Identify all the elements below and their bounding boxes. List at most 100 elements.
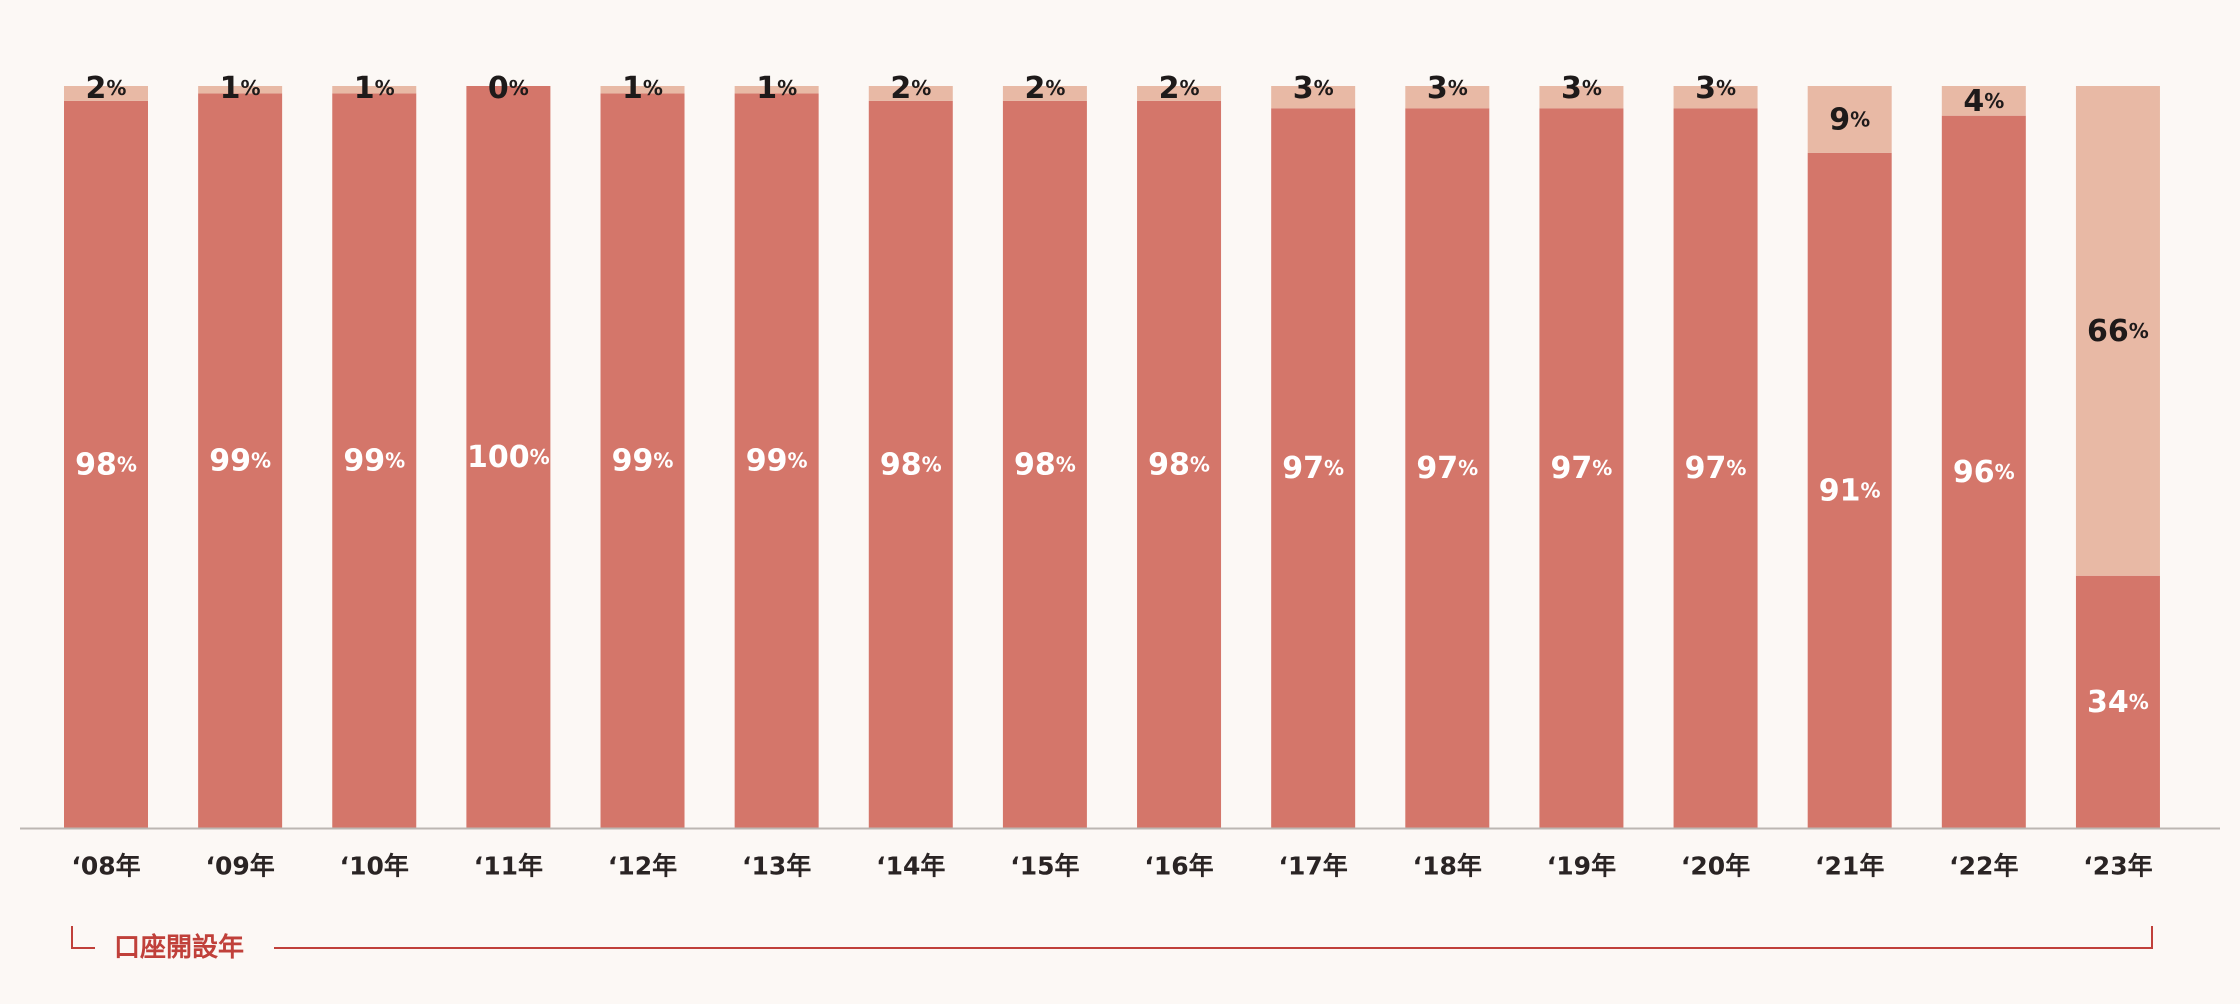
label-secondary-11-unit: %: [1582, 76, 1602, 100]
label-primary-11-unit: %: [1592, 456, 1612, 480]
bar-secondary-1: [198, 86, 283, 94]
label-primary-6-unit: %: [922, 452, 942, 476]
label-primary-15-number: 34: [2087, 684, 2129, 719]
label-primary-1-unit: %: [251, 449, 271, 473]
label-primary-8: 98%: [1148, 447, 1210, 482]
label-primary-9-number: 97: [1282, 451, 1324, 486]
x-tick-label-5: ‘13年: [742, 852, 811, 881]
label-secondary-5: 1%: [756, 71, 797, 106]
bar-secondary-5: [734, 86, 819, 94]
bar-secondary-11: [1539, 86, 1624, 109]
label-primary-9-unit: %: [1324, 456, 1344, 480]
label-secondary-10-unit: %: [1448, 76, 1468, 100]
label-primary-14-number: 96: [1953, 454, 1995, 489]
label-secondary-8-number: 2: [1159, 71, 1180, 106]
label-primary-10: 97%: [1416, 451, 1478, 486]
label-primary-6: 98%: [880, 447, 942, 482]
label-primary-5: 99%: [746, 443, 808, 478]
label-primary-8-number: 98: [1148, 447, 1190, 482]
label-primary-2-unit: %: [385, 449, 405, 473]
x-tick-label-10: ‘18年: [1413, 852, 1482, 881]
label-primary-6-number: 98: [880, 447, 922, 482]
bar-secondary-4: [600, 86, 685, 94]
label-secondary-15: 66%: [2087, 313, 2149, 348]
label-secondary-7-unit: %: [1045, 76, 1065, 100]
label-secondary-8-unit: %: [1179, 76, 1199, 100]
label-secondary-6-unit: %: [911, 76, 931, 100]
label-secondary-14-number: 4: [1963, 83, 1984, 118]
label-primary-12: 97%: [1685, 451, 1747, 486]
x-tick-label-7: ‘15年: [1010, 852, 1079, 881]
label-secondary-6-number: 2: [890, 71, 911, 106]
label-primary-10-number: 97: [1416, 451, 1458, 486]
bar-primary-1: [198, 93, 283, 829]
bar-primary-3: [466, 86, 551, 828]
label-primary-15: 34%: [2087, 684, 2149, 719]
label-secondary-13-unit: %: [1850, 107, 1870, 131]
bar-primary-5: [734, 93, 819, 829]
x-tick-label-15: ‘23年: [2083, 852, 2152, 881]
label-primary-14: 96%: [1953, 454, 2015, 489]
label-secondary-5-number: 1: [756, 71, 777, 106]
label-secondary-13: 9%: [1829, 102, 1870, 137]
label-primary-8-unit: %: [1190, 452, 1210, 476]
label-primary-13-number: 91: [1819, 473, 1861, 508]
label-primary-2-number: 99: [343, 443, 385, 478]
label-secondary-4-unit: %: [643, 76, 663, 100]
label-secondary-3-unit: %: [509, 76, 529, 100]
label-primary-0-unit: %: [117, 452, 137, 476]
bar-secondary-6: [868, 86, 953, 101]
label-secondary-7-number: 2: [1024, 71, 1045, 106]
bar-secondary-14: [1941, 86, 2026, 116]
bar-secondary-13: [1807, 86, 1892, 153]
x-tick-labels-layer: ‘08年 ‘09年 ‘10年 ‘11年 ‘12年 ‘13年 ‘14年 ‘15年 ‘16年 ‘17年…: [71, 852, 2152, 881]
label-secondary-0: 2%: [86, 71, 127, 106]
bar-secondary-0: [64, 86, 148, 101]
x-tick-label-8: ‘16年: [1144, 852, 1213, 881]
label-secondary-1-unit: %: [241, 76, 261, 100]
x-tick-label-2: ‘10年: [340, 852, 409, 881]
bar-secondary-15: [2075, 86, 2160, 576]
bar-primary-4: [600, 93, 685, 829]
label-primary-4: 99%: [612, 443, 674, 478]
label-primary-7-unit: %: [1056, 452, 1076, 476]
label-primary-0-number: 98: [75, 447, 117, 482]
label-primary-4-number: 99: [612, 443, 654, 478]
label-primary-12-number: 97: [1685, 451, 1727, 486]
label-secondary-9-unit: %: [1314, 76, 1334, 100]
bar-secondary-7: [1002, 86, 1087, 101]
x-tick-label-1: ‘09年: [205, 852, 274, 881]
x-axis-title-group: 口座開設年: [71, 926, 2153, 963]
label-primary-7: 98%: [1014, 447, 1076, 482]
bar-primary-8: [1137, 100, 1222, 829]
label-primary-3-unit: %: [530, 445, 550, 469]
bar-primary-11: [1539, 108, 1624, 828]
label-secondary-15-number: 66: [2087, 313, 2129, 348]
label-secondary-8: 2%: [1159, 71, 1200, 106]
axis-bracket-line: [71, 926, 2153, 949]
label-secondary-12-number: 3: [1695, 71, 1716, 106]
x-tick-label-14: ‘22年: [1949, 852, 2018, 881]
label-secondary-4-number: 1: [622, 71, 643, 106]
bar-primary-12: [1673, 108, 1758, 828]
x-tick-label-4: ‘12年: [608, 852, 677, 881]
value-labels-layer: 98%2%99%1%99%1%100%0%99%1%99%1%98%2%98%2…: [75, 71, 2149, 720]
bar-primary-0: [64, 100, 148, 829]
label-secondary-4: 1%: [622, 71, 663, 106]
bar-secondary-12: [1673, 86, 1758, 109]
bar-secondary-9: [1271, 86, 1356, 109]
label-secondary-2-unit: %: [375, 76, 395, 100]
label-primary-11-number: 97: [1551, 451, 1593, 486]
label-secondary-11: 3%: [1561, 71, 1602, 106]
label-primary-12-unit: %: [1726, 456, 1746, 480]
bar-primary-9: [1271, 108, 1356, 828]
x-tick-label-13: ‘21年: [1815, 852, 1884, 881]
label-secondary-10-number: 3: [1427, 71, 1448, 106]
label-primary-1-number: 99: [209, 443, 251, 478]
label-primary-3: 100%: [467, 440, 550, 475]
label-secondary-0-number: 2: [86, 71, 107, 106]
label-primary-10-unit: %: [1458, 456, 1478, 480]
label-secondary-3: 0%: [488, 71, 529, 106]
label-secondary-1: 1%: [220, 71, 261, 106]
